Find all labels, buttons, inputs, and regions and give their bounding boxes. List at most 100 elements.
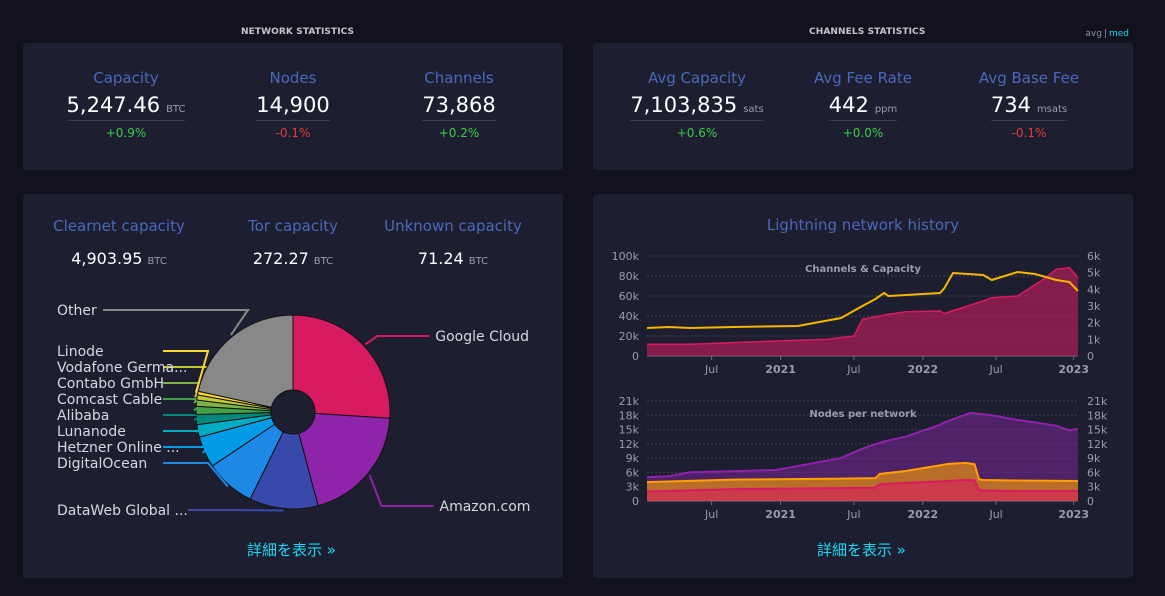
pie-center-hole [270, 389, 316, 435]
pie-slice [249, 410, 319, 510]
y-tick-label: 0 [632, 350, 639, 363]
y-tick-label: 0 [1087, 350, 1094, 363]
stat-change: +0.9% [105, 126, 147, 140]
capacity-line [647, 266, 1079, 346]
cap-unknown: Unknown capacity 71.24 BTC [373, 217, 533, 268]
pie-label-line [163, 350, 210, 393]
channels-line [646, 270, 1079, 330]
pie-label-line [368, 474, 434, 507]
stat-value: 442 [828, 93, 869, 117]
capacity-area [647, 267, 1078, 356]
stat-value-wrap: 734 msats [990, 93, 1068, 121]
cap-unit: BTC [468, 256, 489, 267]
stat-label: Nodes [269, 69, 317, 87]
cap-value: 71.24 [417, 249, 464, 268]
y-tick-label: 2k [1087, 317, 1101, 330]
chart-subtitle: Channels & Capacity [805, 264, 921, 275]
x-tick-label: 2023 [1058, 363, 1089, 376]
network-stats-panel: Capacity 5,247.46 BTC +0.9% Nodes 14,900 … [23, 43, 563, 170]
y-tick-label: 18k [619, 409, 640, 422]
y-tick-label: 18k [1087, 409, 1108, 422]
pie-label: Linode [57, 344, 104, 360]
pie-slice [197, 314, 294, 413]
toggle-avg[interactable]: avg [1085, 29, 1102, 39]
x-tick-label: Jul [988, 508, 1002, 521]
stat-change: +0.6% [676, 126, 718, 140]
x-tick-label: Jul [704, 508, 718, 521]
pie-slice [292, 314, 391, 419]
stat-unit: msats [1036, 104, 1068, 115]
x-tick-label: 2021 [765, 508, 796, 521]
channels-stats-panel: Avg Capacity 7,103,835 sats +0.6% Avg Fee… [593, 43, 1133, 170]
cap-label: Tor capacity [247, 217, 339, 235]
stat-avg-fee-rate: Avg Fee Rate 442 ppm +0.0% [788, 69, 938, 140]
view-more-link[interactable]: 詳細を表示 » [817, 541, 906, 559]
stat-unit: sats [743, 104, 764, 115]
toggle-med[interactable]: med [1108, 29, 1129, 39]
y-tick-label: 60k [619, 290, 640, 303]
y-tick-label: 9k [626, 452, 640, 465]
stat-change: -0.1% [1011, 126, 1047, 140]
y-tick-label: 15k [1087, 424, 1108, 437]
stat-nodes: Nodes 14,900 -0.1% [218, 69, 368, 140]
stat-value: 73,868 [422, 93, 496, 121]
pie-label-line [364, 335, 430, 346]
cap-unit: BTC [313, 256, 334, 267]
pie-label-line [163, 462, 229, 488]
stat-label: Capacity [93, 69, 159, 87]
y-tick-label: 15k [619, 424, 640, 437]
cap-tor: Tor capacity 272.27 BTC [213, 217, 373, 268]
network-stats-title: NETWORK STATISTICS [241, 27, 355, 37]
pie-slice [292, 411, 391, 507]
stat-label: Avg Base Fee [978, 69, 1080, 87]
pie-label: DigitalOcean [57, 456, 147, 472]
stat-value-wrap: 7,103,835 sats [630, 93, 764, 121]
cap-value: 4,903.95 [71, 249, 143, 268]
y-tick-label: 5k [1087, 267, 1101, 280]
y-tick-label: 3k [1087, 300, 1101, 313]
stat-value: 14,900 [256, 93, 330, 121]
pie-label-line [163, 414, 209, 421]
pie-label: Lunanode [57, 424, 126, 440]
nodes-clearnet-line [646, 461, 1079, 483]
y-tick-label: 12k [619, 438, 640, 451]
cap-value-wrap: 4,903.95 BTC [39, 249, 199, 268]
stat-value: 7,103,835 [630, 93, 738, 117]
cap-value: 272.27 [252, 249, 309, 268]
history-title: Lightning network history [766, 216, 960, 234]
y-tick-label: 3k [626, 481, 640, 494]
y-tick-label: 80k [619, 270, 640, 283]
nodes-tor-area [647, 480, 1078, 501]
pie-label: Vodafone Germa... [57, 360, 188, 376]
nodes-total-line [646, 411, 1079, 479]
x-tick-label: 2022 [908, 363, 939, 376]
cap-label: Unknown capacity [384, 217, 522, 235]
stat-unit: BTC [166, 104, 186, 115]
chart-subtitle: Nodes per network [809, 409, 917, 420]
pie-label: Amazon.com [440, 499, 531, 515]
stat-unit: ppm [874, 104, 898, 115]
stat-label: Avg Fee Rate [814, 69, 912, 87]
y-tick-label: 6k [1087, 466, 1101, 479]
x-tick-label: Jul [704, 363, 718, 376]
pie-label: Comcast Cable [57, 392, 162, 408]
stat-value-wrap: 442 ppm [828, 93, 898, 121]
y-tick-label: 20k [619, 330, 640, 343]
stat-label: Channels [424, 69, 494, 87]
pie-label: Google Cloud [435, 329, 529, 345]
stat-value: 734 [990, 93, 1031, 117]
cap-unit: BTC [147, 256, 167, 267]
x-tick-label: 2023 [1058, 508, 1089, 521]
stat-value-wrap: 5,247.46 BTC [66, 93, 186, 121]
avg-med-toggle: avg | med [1085, 29, 1129, 39]
view-more-link[interactable]: 詳細を表示 » [247, 541, 336, 559]
x-tick-label: Jul [846, 508, 860, 521]
y-tick-label: 40k [619, 310, 640, 323]
nodes-tor-line [646, 478, 1078, 493]
y-tick-label: 6k [626, 466, 640, 479]
capacity-distribution-panel: Clearnet capacity 4,903.95 BTC Tor capaci… [23, 194, 563, 578]
y-tick-label: 0 [1087, 495, 1094, 508]
y-tick-label: 3k [1087, 481, 1101, 494]
y-tick-label: 9k [1087, 452, 1101, 465]
history-charts: 0 20k 40k 60k 80k 100k 0 1k 2k 3k 4k 5k 6k Jul 2021 Jul… [612, 250, 1108, 521]
